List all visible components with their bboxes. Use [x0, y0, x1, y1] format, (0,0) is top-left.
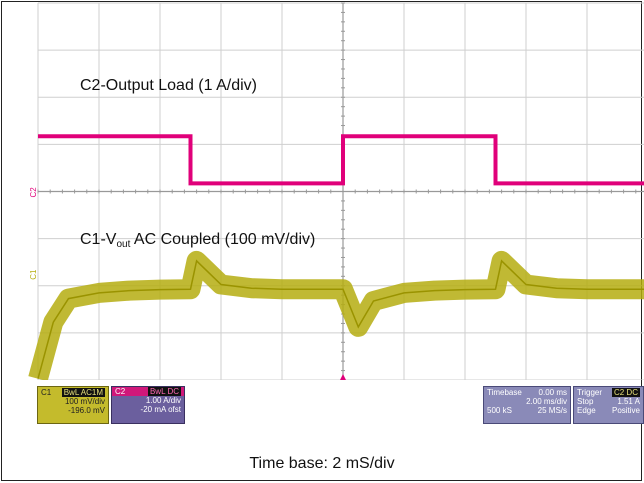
c2-annotation: C2-Output Load (1 A/div) [80, 77, 257, 94]
c1-panel-name: C1 [41, 388, 52, 397]
c2-channel-panel[interactable]: C2 BwL DC 1.00 A/div -20 mA ofst [111, 386, 185, 424]
series-c1-vout [37, 259, 644, 379]
trigger-slope: Positive [611, 406, 640, 415]
trigger-panel[interactable]: Trigger C2 DC Stop 1.51 A Edge Positive [573, 386, 644, 424]
c2-amps-div: 1.00 A/div [145, 396, 181, 405]
c2-coupling-tag: BwL DC [147, 387, 181, 396]
trigger-level: 1.51 A [617, 397, 640, 406]
oscilloscope-plot: C2 C1 [28, 2, 644, 380]
trigger-type: Edge [577, 406, 596, 415]
timebase-rate: 25 MS/s [537, 406, 567, 415]
x-axis-caption: Time base: 2 mS/div [249, 455, 395, 472]
c2-ground-marker: C2 [29, 187, 38, 198]
timebase-div: 2.00 ms/div [526, 397, 567, 406]
c2-offset: -20 mA ofst [140, 405, 181, 414]
c1-volts-div: 100 mV/div [64, 397, 105, 406]
timebase-delay: 0.00 ms [538, 388, 567, 397]
c1-offset: -196.0 mV [68, 406, 105, 415]
series-c2-output-load [38, 134, 644, 186]
trigger-label: Trigger [577, 388, 603, 397]
c1-coupling-tag: BwL AC1M [61, 388, 105, 397]
oscilloscope-display: C2 C1 C2-Output Load (1 A/div) C1-Vout AC… [28, 2, 644, 380]
timebase-label: Timebase [487, 388, 522, 397]
trigger-mode: Stop [577, 397, 594, 406]
trigger-source-tag: C2 DC [611, 388, 640, 397]
c1-ground-marker: C1 [29, 269, 38, 280]
timebase-samples: 500 kS [487, 406, 512, 415]
c2-panel-name: C2 [115, 387, 126, 396]
c1-channel-panel[interactable]: C1 BwL AC1M 100 mV/div -196.0 mV [37, 386, 109, 424]
c1-annotation: C1-Vout AC Coupled (100 mV/div) [80, 231, 316, 250]
trigger-position-marker [340, 374, 346, 380]
timebase-panel[interactable]: Timebase 0.00 ms 2.00 ms/div 500 kS 25 MS/… [483, 386, 571, 424]
